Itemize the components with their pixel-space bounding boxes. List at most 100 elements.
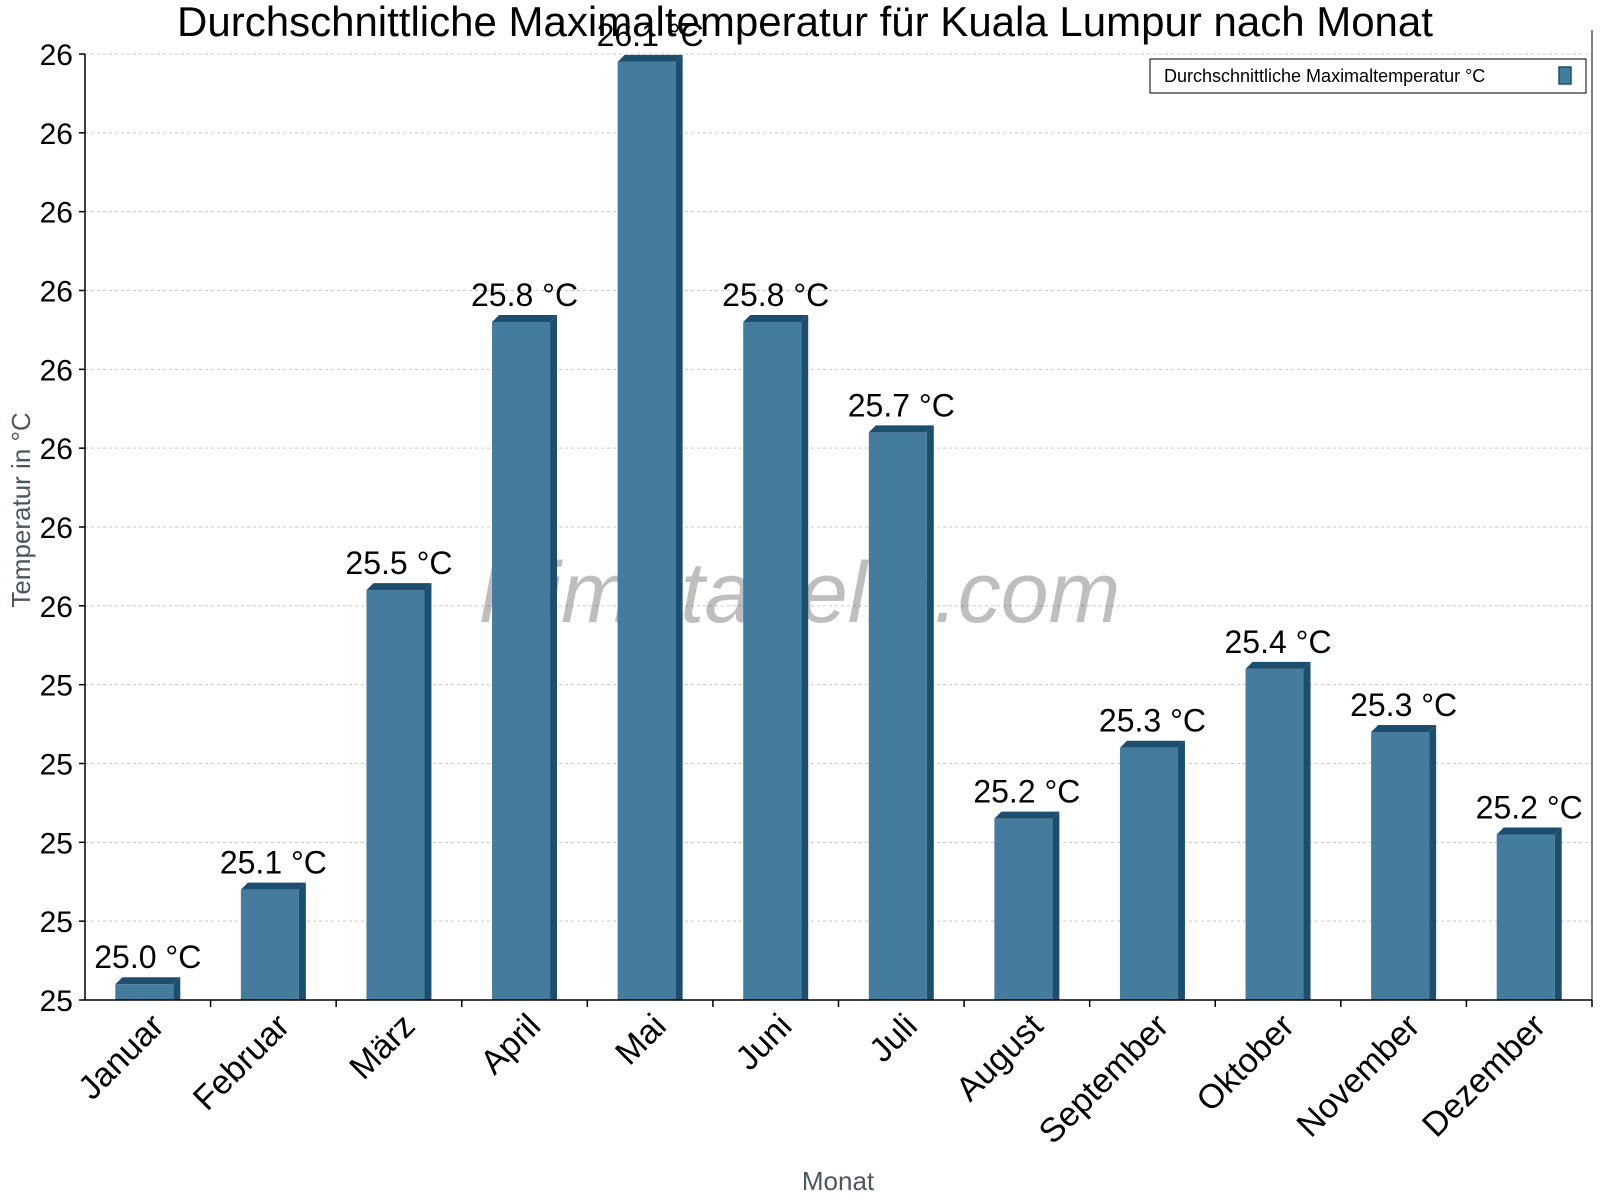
bar — [1119, 740, 1185, 1000]
y-tick-label: 25 — [40, 670, 73, 703]
y-tick-label: 26 — [40, 512, 73, 545]
y-tick-label: 26 — [40, 591, 73, 624]
bars — [115, 54, 1562, 1000]
bar-top — [115, 977, 181, 985]
bar-face — [1245, 668, 1304, 1000]
data-label: 25.1 °C — [220, 845, 327, 881]
bar-face — [617, 61, 676, 1000]
y-tick-label: 25 — [40, 749, 73, 782]
data-label: 25.3 °C — [1099, 703, 1206, 739]
bar-side — [1177, 740, 1185, 1000]
x-tick-label: Juli — [862, 1007, 925, 1070]
bar — [1245, 661, 1311, 1000]
bar — [492, 315, 558, 1000]
y-tick-label: 26 — [40, 354, 73, 387]
y-tick-labels: 25 25 25 25 25 26 26 26 26 26 26 26 26 — [40, 39, 73, 1018]
data-label: 25.5 °C — [345, 545, 452, 581]
x-tick-labels: Januar Februar März April Mai Juni Juli AugustS… — [71, 1006, 1553, 1151]
y-tick-label: 26 — [40, 433, 73, 466]
legend-swatch — [1558, 66, 1572, 85]
x-tick-label: Mai — [608, 1007, 674, 1073]
x-tick-label: Februar — [186, 1007, 297, 1118]
bar-face — [240, 889, 299, 1000]
chart-title: Durchschnittliche Maximaltemperatur für … — [177, 0, 1433, 45]
bar-top — [1119, 740, 1185, 748]
data-label: 25.8 °C — [471, 277, 578, 313]
bar — [1371, 724, 1437, 1000]
bar — [743, 315, 809, 1000]
bar-side — [1052, 811, 1060, 1000]
y-tick-label: 25 — [40, 985, 73, 1018]
y-tick-label: 26 — [40, 276, 73, 309]
bar-side — [926, 425, 934, 1000]
bar — [115, 977, 181, 1000]
bar-face — [115, 984, 174, 1000]
bar-side — [298, 882, 306, 1000]
data-label: 25.2 °C — [973, 774, 1080, 810]
y-axis-title: Temperatur in °C — [6, 412, 36, 607]
bar-face — [1371, 731, 1430, 1000]
bar-face — [994, 818, 1053, 1000]
y-tick-label: 26 — [40, 197, 73, 230]
bar-side — [173, 977, 181, 1000]
bar — [868, 425, 934, 1000]
x-tick-label: März — [342, 1007, 422, 1087]
legend: Durchschnittliche Maximaltemperatur °C — [1149, 58, 1587, 94]
bar-side — [1429, 724, 1437, 1000]
data-label: 25.7 °C — [848, 387, 955, 423]
bar — [366, 583, 432, 1000]
axes — [79, 30, 1593, 1007]
bar-top — [1371, 724, 1437, 732]
bar-face — [492, 322, 551, 1000]
data-label: 25.8 °C — [722, 277, 829, 313]
x-tick-label: November — [1290, 1007, 1428, 1145]
bar — [617, 54, 683, 1000]
bar-face — [1496, 834, 1555, 1000]
bar-top — [240, 882, 306, 890]
data-label: 25.0 °C — [94, 939, 201, 975]
bar-top — [994, 811, 1060, 819]
x-axis-title: Monat — [802, 1166, 875, 1196]
bar-side — [550, 315, 558, 1000]
data-label: 26.1 °C — [597, 17, 704, 53]
bar-face — [1119, 747, 1178, 1000]
bar-top — [1496, 827, 1562, 835]
y-tick-label: 26 — [40, 118, 73, 151]
bar-side — [424, 583, 432, 1000]
bar-side — [675, 54, 683, 1000]
x-tick-label: Dezember — [1415, 1007, 1553, 1145]
bar-top — [617, 54, 683, 62]
data-labels: 25.0 °C 25.1 °C 25.5 °C 25.8 °C 26.1 °C 25.8 … — [94, 17, 1582, 975]
grid-lines — [85, 53, 1592, 922]
data-label: 25.4 °C — [1225, 624, 1332, 660]
bar-face — [743, 322, 802, 1000]
bar-top — [743, 315, 809, 323]
bar-top — [868, 425, 934, 433]
data-label: 25.2 °C — [1476, 789, 1583, 825]
legend-box — [1149, 58, 1587, 94]
x-tick-label: Juni — [728, 1007, 799, 1078]
x-tick-label: August — [949, 1006, 1051, 1108]
bar-top — [492, 315, 558, 323]
y-tick-label: 25 — [40, 906, 73, 939]
y-tick-label: 25 — [40, 827, 73, 860]
x-tick-label: April — [473, 1007, 548, 1082]
legend-label: Durchschnittliche Maximaltemperatur °C — [1164, 66, 1485, 86]
bar-face — [366, 590, 425, 1000]
bar — [1496, 827, 1562, 1000]
bar-side — [801, 315, 809, 1000]
x-tick-label: Oktober — [1189, 1007, 1301, 1119]
y-tick-label: 26 — [40, 39, 73, 72]
bar-face — [868, 432, 927, 1000]
bar-top — [366, 583, 432, 591]
bar-side — [1303, 661, 1311, 1000]
bar-top — [1245, 661, 1311, 669]
x-tick-label: Januar — [71, 1007, 171, 1107]
bar — [994, 811, 1060, 1000]
bar — [240, 882, 306, 1000]
bar-side — [1554, 827, 1562, 1000]
x-tick-label: September — [1032, 1007, 1176, 1151]
data-label: 25.3 °C — [1350, 687, 1457, 723]
